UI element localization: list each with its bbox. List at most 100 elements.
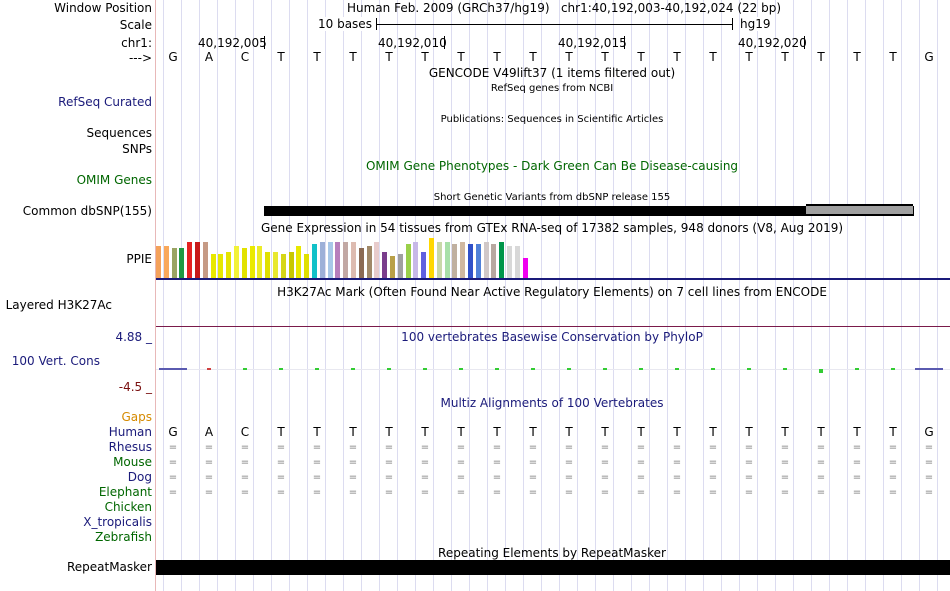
gtex-tissue-bar[interactable] <box>226 252 232 278</box>
aligned-base: = <box>600 487 610 498</box>
gtex-tissue-bar[interactable] <box>265 252 271 278</box>
dbsnp-variant-bar-gray[interactable] <box>806 204 913 214</box>
cons-mark <box>783 368 787 370</box>
label-ppie[interactable]: PPIE <box>126 252 152 266</box>
dbsnp-variant-bar[interactable] <box>264 206 914 216</box>
gtex-tissue-bar[interactable] <box>483 242 489 278</box>
label-omim[interactable]: OMIM Genes <box>76 173 152 187</box>
gtex-tissue-bar[interactable] <box>187 242 193 278</box>
grid-line <box>919 0 920 591</box>
label-sequences[interactable]: Sequences <box>86 126 152 140</box>
gtex-tissue-bar[interactable] <box>304 254 310 278</box>
gtex-tissue-bar[interactable] <box>429 238 434 278</box>
gtex-tissue-bar[interactable] <box>468 244 473 278</box>
gtex-tissue-bar[interactable] <box>351 242 356 278</box>
gtex-tissue-bar[interactable] <box>202 242 208 278</box>
gtex-tissue-bar[interactable] <box>280 254 286 278</box>
gtex-tissue-bar[interactable] <box>390 256 395 278</box>
coord-tick-4 <box>804 36 805 49</box>
gtex-tissue-bar[interactable] <box>522 258 528 278</box>
aligned-base: = <box>852 457 862 468</box>
coord-label: 40,192,010 <box>378 36 447 50</box>
gtex-tissue-bar[interactable] <box>507 246 512 278</box>
cons-mark <box>351 368 355 370</box>
gtex-tissue-bar[interactable] <box>382 252 388 278</box>
gtex-tissue-bar[interactable] <box>397 254 403 278</box>
aligned-base: = <box>636 487 646 498</box>
label-h3k27ac[interactable]: Layered H3K27Ac <box>5 298 112 312</box>
gtex-tissue-bar[interactable] <box>179 248 185 278</box>
gtex-tissue-bar[interactable] <box>319 242 325 278</box>
repeatmasker-bar[interactable] <box>156 560 950 575</box>
label-zebrafish[interactable]: Zebrafish <box>95 530 152 544</box>
label-dbsnp[interactable]: Common dbSNP(155) <box>22 204 152 218</box>
window-position-title: Human Feb. 2009 (GRCh37/hg19) chr1:40,19… <box>346 1 782 15</box>
label-chicken[interactable]: Chicken <box>104 500 152 514</box>
aligned-base: = <box>384 472 394 483</box>
gtex-tissue-bar[interactable] <box>257 246 263 278</box>
gtex-tissue-bar[interactable] <box>249 246 255 278</box>
gtex-tissue-bar[interactable] <box>218 254 224 278</box>
gtex-tissue-bar[interactable] <box>358 248 364 278</box>
base: T <box>313 425 321 439</box>
gtex-tissue-bar[interactable] <box>195 242 200 278</box>
label-repeatmasker[interactable]: RepeatMasker <box>66 560 152 574</box>
label-dog[interactable]: Dog <box>127 470 152 484</box>
gtex-tissue-bar[interactable] <box>288 252 294 278</box>
gtex-tissue-bar[interactable] <box>475 244 481 278</box>
gtex-tissue-bar[interactable] <box>343 242 349 278</box>
label-human[interactable]: Human <box>108 425 152 439</box>
label-elephant[interactable]: Elephant <box>98 485 152 499</box>
grid-line <box>757 0 758 591</box>
coord-tick-3 <box>624 36 625 49</box>
base: G <box>924 50 934 64</box>
gtex-tissue-bar[interactable] <box>210 254 216 278</box>
grid-line <box>613 0 614 591</box>
gtex-tissue-bar[interactable] <box>234 246 239 278</box>
aligned-base: = <box>420 442 430 453</box>
aligned-base: = <box>348 457 358 468</box>
gtex-tissue-bar[interactable] <box>460 242 466 278</box>
gtex-tissue-bar[interactable] <box>327 242 333 278</box>
gtex-tissue-bar[interactable] <box>374 242 380 278</box>
gtex-tissue-bar[interactable] <box>405 244 411 278</box>
label-rhesus[interactable]: Rhesus <box>108 440 152 454</box>
gtex-tissue-bar[interactable] <box>312 244 317 278</box>
gtex-tissue-bar[interactable] <box>163 246 169 278</box>
gtex-tissue-bar[interactable] <box>171 248 177 278</box>
gtex-tissue-bar[interactable] <box>452 244 458 278</box>
gtex-tissue-bar[interactable] <box>444 242 450 278</box>
grid-line <box>685 0 686 591</box>
base: T <box>853 425 861 439</box>
gtex-tissue-bar[interactable] <box>421 252 427 278</box>
grid-line <box>937 0 938 591</box>
cons-mark <box>279 368 283 370</box>
gencode-track-title[interactable]: GENCODE V49lift37 (1 items filtered out) <box>428 66 676 80</box>
grid-line <box>649 0 650 591</box>
label-gaps[interactable]: Gaps <box>121 410 152 424</box>
gtex-tissue-bar[interactable] <box>436 242 442 278</box>
label-refseq[interactable]: RefSeq Curated <box>58 95 152 109</box>
label-cons[interactable]: 100 Vert. Cons <box>11 354 100 368</box>
gtex-tissue-bar[interactable] <box>296 246 302 278</box>
gtex-tissue-bar[interactable] <box>413 242 419 278</box>
label-mouse[interactable]: Mouse <box>113 455 152 469</box>
aligned-base: = <box>456 442 466 453</box>
grid-line <box>901 0 902 591</box>
aligned-base: = <box>780 442 790 453</box>
aligned-base: = <box>240 457 250 468</box>
gtex-tissue-bar[interactable] <box>366 246 372 278</box>
label-scale: Scale <box>119 18 152 32</box>
gtex-tissue-bar[interactable] <box>273 252 278 278</box>
grid-line <box>379 0 380 591</box>
gtex-tissue-bar[interactable] <box>335 242 341 278</box>
gtex-tissue-bar[interactable] <box>156 246 161 278</box>
gtex-tissue-bar[interactable] <box>241 248 247 278</box>
label-snps[interactable]: SNPs <box>122 142 152 156</box>
gtex-tissue-bar[interactable] <box>491 244 497 278</box>
base: T <box>637 50 645 64</box>
gtex-tissue-bar[interactable] <box>514 246 520 278</box>
gtex-bar-chart[interactable] <box>156 237 536 278</box>
label-xtropicalis[interactable]: X_tropicalis <box>83 515 152 529</box>
gtex-tissue-bar[interactable] <box>499 242 505 278</box>
